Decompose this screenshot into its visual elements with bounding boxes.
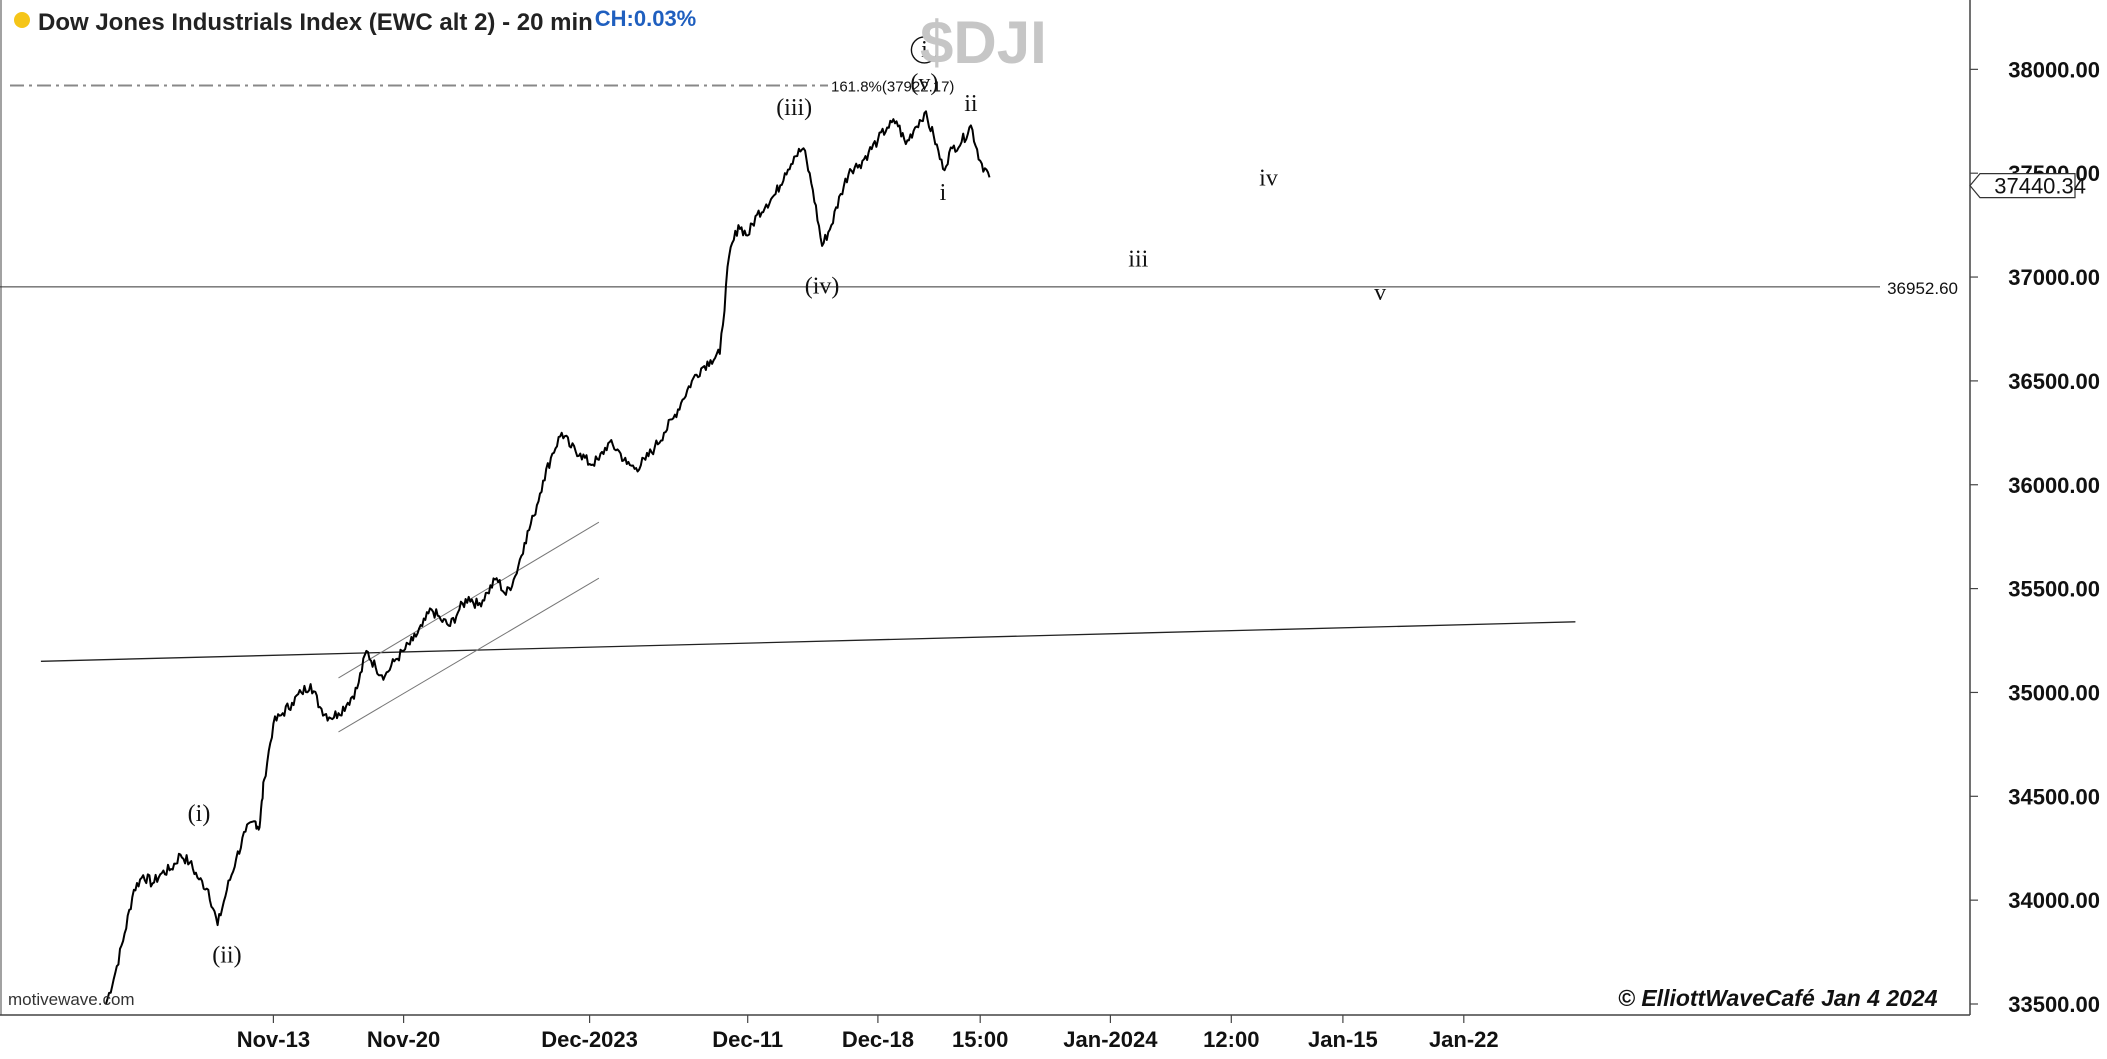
channel-line-lower	[338, 577, 600, 733]
x-tick-label: Nov-13	[237, 1027, 310, 1052]
x-tick-label: Jan-22	[1429, 1027, 1499, 1052]
price-series-line	[105, 110, 991, 1005]
circled-wave-label: i	[921, 37, 928, 63]
y-tick-label: 35000.00	[2008, 680, 2100, 705]
y-tick-label: 36500.00	[2008, 369, 2100, 394]
symbol-watermark: $DJI	[920, 9, 1047, 76]
wave-label: (v)	[910, 70, 938, 96]
y-tick-label: 35500.00	[2008, 577, 2100, 602]
last-price-label: 37440.34	[1994, 174, 2086, 199]
trendline	[40, 621, 1576, 662]
chart-title: Dow Jones Industrials Index (EWC alt 2) …	[38, 9, 593, 36]
circled-wave-ring	[910, 36, 939, 64]
y-tick-label: 38000.00	[2008, 57, 2100, 82]
status-dot-icon	[14, 12, 30, 28]
wave-label: iii	[1128, 247, 1148, 273]
wave-label: (ii)	[212, 942, 241, 968]
x-tick-label: 12:00	[1203, 1027, 1259, 1052]
last-price-marker	[1969, 172, 2076, 199]
wave-label: (iv)	[805, 274, 840, 300]
x-tick-label: Dec-11	[712, 1027, 783, 1052]
y-tick-label: 34500.00	[2008, 784, 2100, 809]
y-tick-label: 33500.00	[2008, 992, 2100, 1017]
x-tick-label: Nov-20	[367, 1027, 440, 1052]
support-level-label: 36952.60	[1887, 279, 1958, 298]
x-tick-label: Jan-15	[1308, 1027, 1378, 1052]
fib-extension-label: 161.8%(37922.17)	[831, 79, 954, 96]
wave-label: (iii)	[776, 95, 812, 121]
source-label[interactable]: motivewave.com	[8, 990, 135, 1009]
change-percent: CH:0.03%	[594, 6, 697, 31]
y-tick-label: 34000.00	[2008, 888, 2100, 913]
wave-label: (i)	[188, 801, 211, 827]
wave-label: ii	[964, 91, 978, 117]
copyright-label: © ElliottWaveCafé Jan 4 2024	[1618, 985, 1938, 1011]
y-tick-label: 37000.00	[2008, 265, 2100, 290]
chart-header: Dow Jones Industrials Index (EWC alt 2) …	[10, 8, 696, 38]
y-tick-label: 36000.00	[2008, 473, 2100, 498]
wave-label: iv	[1259, 166, 1278, 192]
x-tick-label: Jan-2024	[1063, 1027, 1158, 1052]
x-tick-label: 15:00	[952, 1027, 1008, 1052]
x-tick-label: Dec-18	[842, 1027, 914, 1052]
x-tick-label: Dec-2023	[541, 1027, 638, 1052]
wave-label: i	[940, 180, 947, 206]
wave-label: v	[1374, 280, 1386, 306]
